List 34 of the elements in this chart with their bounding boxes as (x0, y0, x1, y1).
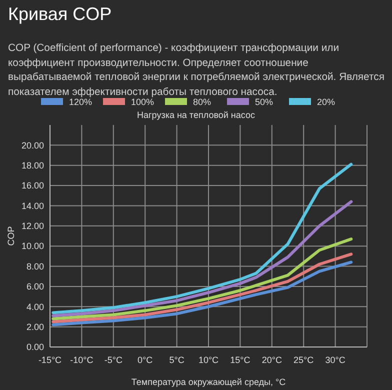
y-tick-label: 6.00 (26, 282, 44, 292)
y-tick-label: 20.00 (21, 140, 44, 150)
x-tick-label: -10°C (70, 355, 94, 365)
line-series (52, 200, 353, 318)
y-tick-label: 14.00 (21, 200, 44, 211)
line-series (52, 162, 353, 314)
line-series (52, 238, 353, 320)
legend-label: 50% (255, 97, 274, 108)
chart-subtitle: COP (Coefficient of performance) - коэффициент трансформации или коэффициент производительности. Определяет соотношение вырабатываемой тепловой энергии к потребляемой электрической. Является показателем эффективности работы теплового насоса. (8, 43, 384, 98)
y-tick-label: 16.00 (21, 180, 44, 191)
x-tick-label: 30°C (325, 355, 346, 365)
y-tick-label: 8.00 (26, 261, 44, 272)
y-tick-label: 10.00 (21, 241, 44, 252)
x-tick-label: 20°C (262, 355, 282, 365)
x-axis-title: Температура окружающей среды, °C (131, 377, 286, 387)
x-tick-label: 0°C (138, 355, 154, 365)
chart-title: Кривая COP (8, 4, 112, 25)
x-tick-label: 15°C (230, 355, 251, 365)
y-tick-label: 2.00 (26, 322, 44, 332)
y-tick-label: 12.00 (21, 221, 44, 232)
legend-title: Нагрузка на тепловой насос (137, 110, 256, 120)
x-tick-label: 25°C (294, 355, 314, 365)
y-tick-label: 0.00 (26, 342, 44, 352)
legend-label: 20% (317, 97, 336, 108)
legend-label: 80% (193, 97, 212, 108)
legend-label: 120% (69, 97, 92, 108)
y-tick-label: 18.00 (21, 160, 44, 171)
x-tick-label: -15°C (38, 355, 62, 365)
y-axis-title: COP (6, 226, 16, 246)
x-tick-label: 5°C (169, 355, 185, 365)
legend-label: 100% (131, 97, 154, 108)
y-tick-label: 4.00 (26, 302, 44, 312)
x-tick-label: -5°C (104, 355, 123, 365)
x-tick-label: 10°C (198, 355, 220, 365)
